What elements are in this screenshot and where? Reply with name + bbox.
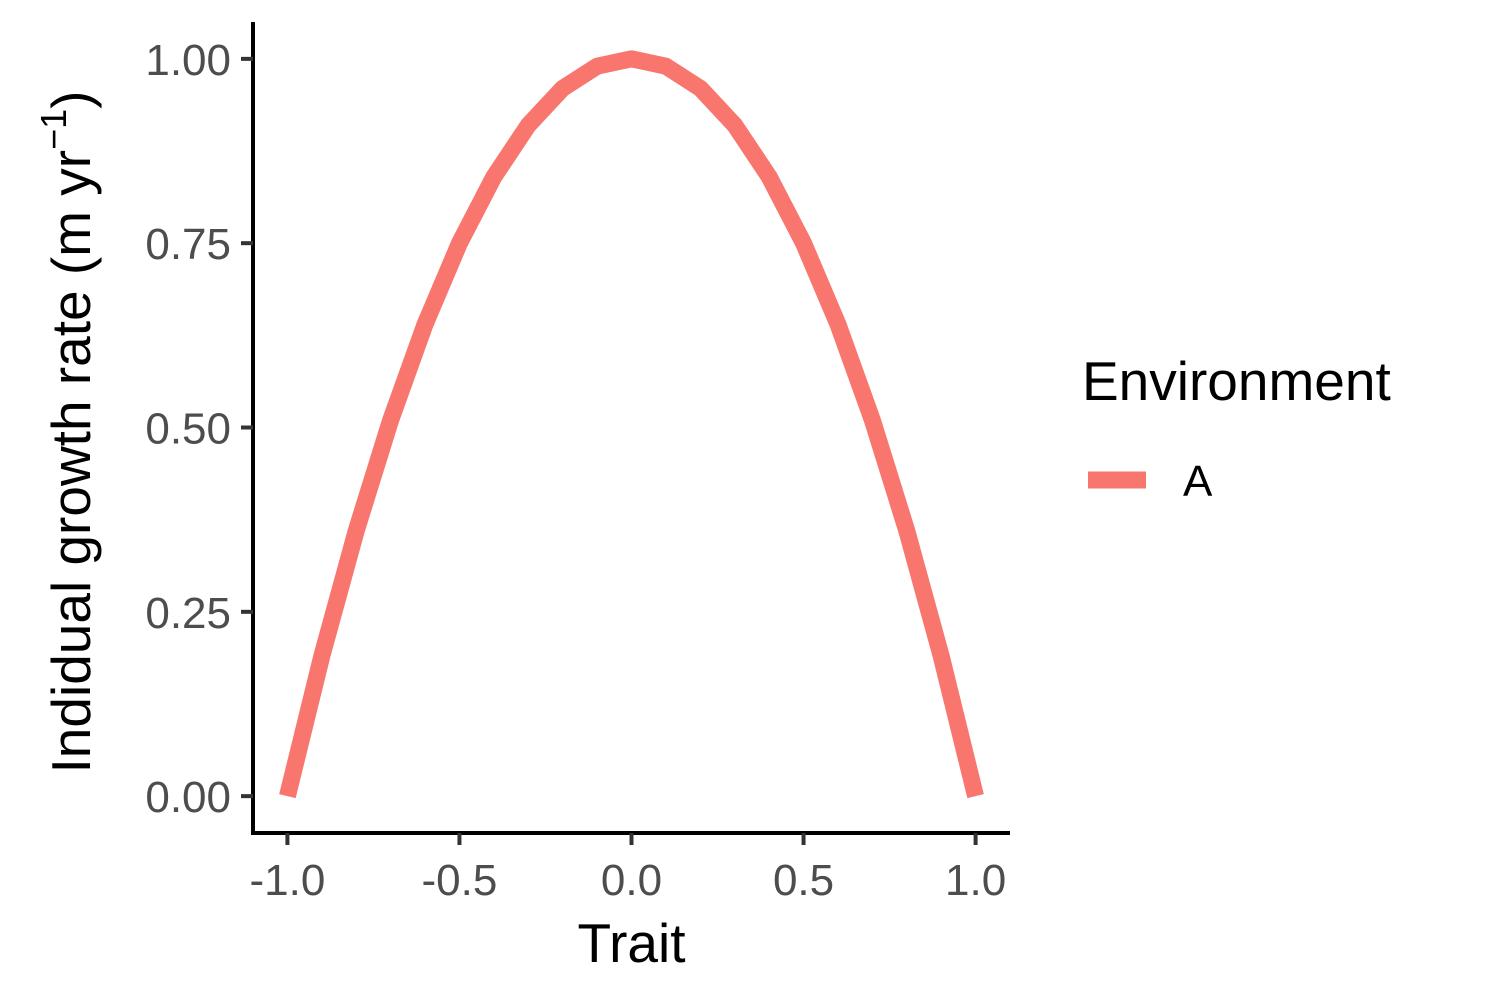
y-tick-label: 0.00	[145, 773, 231, 822]
x-tick-label: -0.5	[422, 856, 498, 905]
series-line-a	[279, 50, 984, 799]
y-axis-title-close: )	[40, 91, 102, 109]
legend-key-label: A	[1183, 457, 1213, 506]
x-tick-label: 0.5	[773, 856, 834, 905]
plot-area	[279, 50, 984, 799]
legend-title: Environment	[1082, 350, 1391, 412]
x-tick-label: 1.0	[945, 856, 1006, 905]
y-tick-label: 0.75	[145, 220, 231, 269]
y-tick-label: 0.25	[145, 589, 231, 638]
x-tick-label: -1.0	[249, 856, 325, 905]
y-axis-title-main: Indidual growth rate (m yr	[40, 150, 102, 774]
y-tick-label: 1.00	[145, 36, 231, 85]
y-tick-label: 0.50	[145, 405, 231, 454]
x-tick-label: 0.0	[601, 856, 662, 905]
x-axis-title: Trait	[578, 912, 686, 974]
x-axis: -1.0 -0.5 0.0 0.5 1.0	[249, 831, 1010, 905]
y-axis-title-superscript: −1	[33, 109, 74, 150]
y-axis-title: Indidual growth rate (m yr−1)	[33, 91, 102, 774]
legend: Environment A	[1082, 350, 1391, 506]
y-axis: 0.00 0.25 0.50 0.75 1.00	[145, 22, 255, 835]
